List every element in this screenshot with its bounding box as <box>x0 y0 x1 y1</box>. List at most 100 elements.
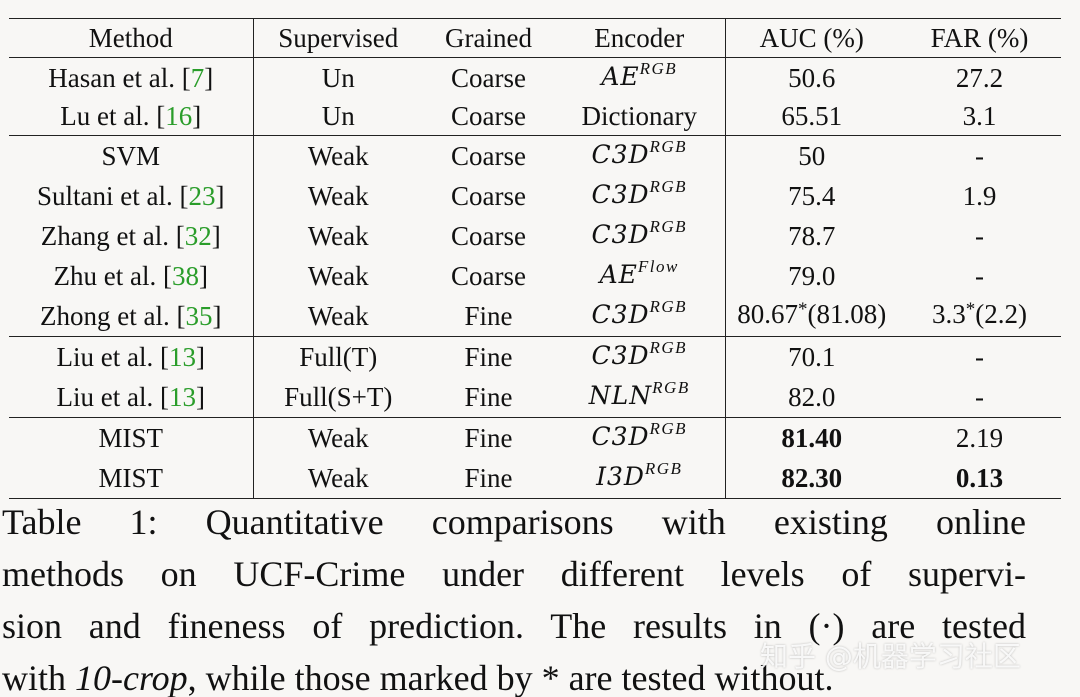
encoder-cell: NLNRGB <box>554 376 726 418</box>
table-row: MIST Weak Fine I3DRGB 82.30 0.13 <box>9 457 1061 499</box>
encoder-name: C3D <box>591 421 650 451</box>
method-cell: Lu et al. [16] <box>9 98 254 136</box>
auc-cell: 65.51 <box>781 101 843 132</box>
supervised-cell: Weak <box>307 300 369 331</box>
far-cell: - <box>975 140 984 171</box>
method-name: Zhu et al. <box>53 260 163 291</box>
method-name: Liu et al. <box>56 381 160 412</box>
encoder-cell: C3DRGB <box>554 175 726 216</box>
grained-cell: Coarse <box>451 101 526 132</box>
supervised-cell: Full(T) <box>299 341 378 372</box>
method-name: SVM <box>101 140 161 171</box>
supervised-cell: Weak <box>307 422 369 453</box>
auc-cell: 50 <box>798 140 826 171</box>
encoder-name: I3D <box>596 461 645 491</box>
comparison-table: Method Supervised Grained Encoder AUC (%… <box>9 18 1061 499</box>
method-cell: MIST <box>9 417 254 458</box>
encoder-modality: RGB <box>649 418 688 438</box>
far-cell: 0.13 <box>955 462 1004 493</box>
table-row: Lu et al. [16] Un Coarse Dictionary 65.51 3.1 <box>9 98 1061 136</box>
encoder-name: AE <box>599 259 638 289</box>
grained-cell: Fine <box>464 341 513 372</box>
caption-text: with <box>2 658 76 697</box>
far-cell: 3.1 <box>962 101 997 132</box>
caption-emphasis: 10-crop <box>75 658 188 697</box>
method-name: Zhong et al. <box>40 300 177 331</box>
encoder-name: C3D <box>591 219 650 249</box>
table-row: Zhu et al. [38] Weak Coarse AEFlow 79.0 - <box>9 255 1061 296</box>
table-row: Hasan et al. [7] Un Coarse AERGB 50.6 27.2 <box>9 57 1061 98</box>
method-cell: MIST <box>9 457 254 499</box>
encoder-modality: RGB <box>649 216 688 236</box>
header-method: Method <box>9 18 254 58</box>
citation-link[interactable]: 23 <box>188 180 216 211</box>
caption-line: with 10-crop, while those marked by * ar… <box>2 652 1026 697</box>
table-group: MIST Weak Fine C3DRGB 81.40 2.19 MIST Weak Fine I… <box>9 417 1061 499</box>
table-row: SVM Weak Coarse C3DRGB 50 - <box>9 135 1061 176</box>
caption-line: methods on UCF-Crime under different lev… <box>2 554 1026 594</box>
encoder-modality: RGB <box>652 377 690 397</box>
table-row: Liu et al. [13] Full(T) Fine C3DRGB 70.1 - <box>9 336 1061 377</box>
encoder-modality: RGB <box>644 458 683 478</box>
encoder-cell: C3DRGB <box>554 295 726 337</box>
far-cell: - <box>975 260 984 291</box>
citation-link[interactable]: 13 <box>168 341 196 372</box>
table-header-row: Method Supervised Grained Encoder AUC (%… <box>9 18 1061 58</box>
table-group: Liu et al. [13] Full(T) Fine C3DRGB 70.1- Liu… <box>9 336 1061 418</box>
header-grained: Grained <box>445 23 532 53</box>
auc-cell: 50.6 <box>788 63 836 93</box>
citation-link[interactable]: 32 <box>184 220 212 251</box>
encoder-cell: C3DRGB <box>554 417 726 458</box>
method-name: MIST <box>98 462 163 493</box>
table-row: MIST Weak Fine C3DRGB 81.40 2.19 <box>9 417 1061 458</box>
grained-cell: Coarse <box>451 220 526 251</box>
far-cell: - <box>975 381 984 412</box>
auc-cell: 80.67*(81.08) <box>737 298 887 329</box>
encoder-cell: C3DRGB <box>554 336 726 377</box>
citation-link[interactable]: 38 <box>171 260 199 291</box>
method-name: Sultani et al. <box>37 180 180 211</box>
encoder-name: Dictionary <box>581 101 697 132</box>
method-name: MIST <box>98 422 163 453</box>
table-row: Sultani et al. [23] Weak Coarse C3DRGB 75.4 1… <box>9 175 1061 216</box>
grained-cell: Fine <box>464 381 513 412</box>
header-encoder: Encoder <box>554 18 726 58</box>
method-cell: Liu et al. [13] <box>9 376 254 418</box>
citation-link[interactable]: 16 <box>165 101 193 132</box>
supervised-cell: Un <box>321 63 355 93</box>
auc-cell: 70.1 <box>788 341 836 372</box>
encoder-modality: RGB <box>649 136 688 156</box>
caption-text: , while those marked by * are tested wit… <box>187 658 834 697</box>
method-name: Lu et al. <box>60 101 157 132</box>
table-group: SVM Weak Coarse C3DRGB 50- Sultani et al. [23… <box>9 135 1061 337</box>
supervised-cell: Full(S+T) <box>284 381 393 412</box>
method-cell: Sultani et al. [23] <box>9 175 254 216</box>
supervised-cell: Weak <box>307 140 369 171</box>
watermark: 知乎 @机器学习社区 <box>760 640 1021 673</box>
far-cell: - <box>975 341 984 372</box>
supervised-cell: Weak <box>307 462 369 493</box>
auc-cell: 82.0 <box>788 381 836 412</box>
grained-cell: Coarse <box>451 63 526 93</box>
auc-cell: 75.4 <box>788 180 836 211</box>
encoder-cell: I3DRGB <box>554 457 726 499</box>
comparison-table-container: Method Supervised Grained Encoder AUC (%… <box>9 18 1061 499</box>
supervised-cell: Un <box>321 101 355 132</box>
encoder-name: C3D <box>591 340 650 370</box>
citation-link[interactable]: 13 <box>168 381 196 412</box>
supervised-cell: Weak <box>307 180 369 211</box>
encoder-cell: C3DRGB <box>554 135 726 176</box>
method-cell: Liu et al. [13] <box>9 336 254 377</box>
auc-cell: 78.7 <box>788 220 836 251</box>
method-cell: Hasan et al. [7] <box>9 57 254 98</box>
encoder-name: C3D <box>591 179 650 209</box>
grained-cell: Coarse <box>451 260 526 291</box>
citation-link[interactable]: 7 <box>190 63 205 93</box>
method-cell: Zhu et al. [38] <box>9 255 254 296</box>
asterisk-marker: * <box>965 298 976 320</box>
table-row: Zhang et al. [32] Weak Coarse C3DRGB 78.7 - <box>9 215 1061 256</box>
table-group: Hasan et al. [7] Un Coarse AERGB 50.6 27.2 Lu … <box>9 57 1061 136</box>
citation-link[interactable]: 35 <box>185 300 213 331</box>
grained-cell: Coarse <box>451 180 526 211</box>
encoder-modality: Flow <box>637 256 679 276</box>
